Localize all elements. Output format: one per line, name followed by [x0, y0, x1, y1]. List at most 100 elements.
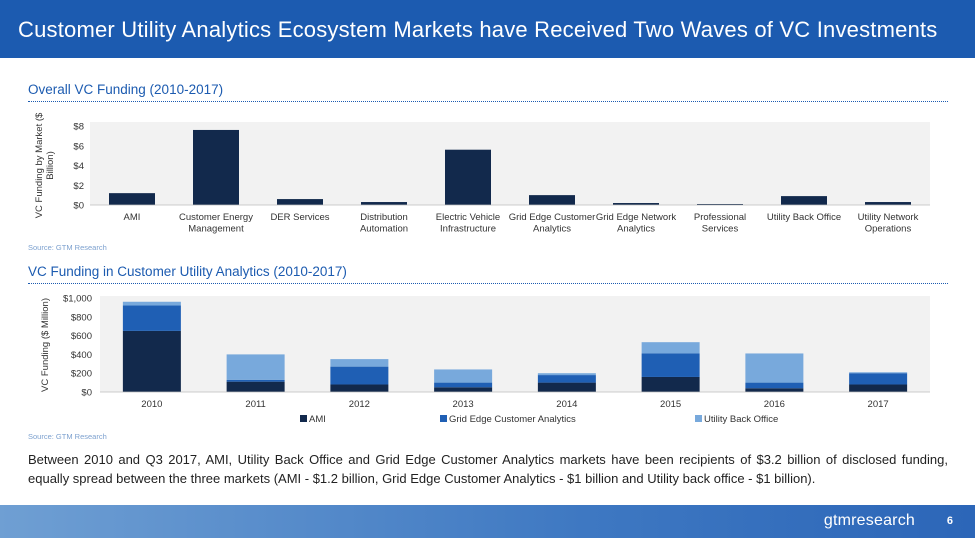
chart1-bar — [865, 202, 911, 205]
chart1-xtick-label-line: Grid Edge Network — [596, 212, 677, 223]
summary-text: Between 2010 and Q3 2017, AMI, Utility B… — [28, 452, 948, 486]
chart1-xtick-label: Grid Edge Network Analytics — [596, 212, 677, 235]
chart1-xtick-label: Customer Energy Management — [179, 212, 253, 235]
chart2-bar-segment — [745, 382, 804, 389]
chart2-bar-segment — [434, 382, 493, 388]
chart1-bar — [361, 202, 407, 205]
chart2-legend-swatch — [300, 415, 307, 422]
chart2-bar-segment — [434, 387, 493, 392]
chart2-bar-segment — [537, 373, 596, 376]
chart1-xtick-label: DER Services — [270, 212, 329, 223]
chart1-xtick-label-line: Analytics — [617, 224, 655, 235]
chart2-bar-segment — [849, 373, 908, 385]
chart2-xtick-label: 2012 — [349, 399, 370, 410]
chart2-plot-area — [100, 296, 930, 392]
chart1-xtick-label-line: Operations — [865, 224, 912, 235]
chart2-bar-segment — [641, 342, 700, 354]
chart2-ytick-label: $0 — [81, 388, 92, 399]
chart1-xtick-label-line: Services — [702, 224, 739, 235]
chart1-xtick-label: Electric Vehicle Infrastructure — [436, 212, 500, 235]
chart1-bar — [529, 195, 575, 205]
chart1-xtick-label-line: DER Services — [270, 212, 329, 223]
chart2-bar-segment — [537, 375, 596, 383]
chart2-bar-segment — [226, 354, 285, 380]
chart2-legend-swatch — [440, 415, 447, 422]
chart2-ylabel: VC Funding ($ Million) — [40, 298, 51, 392]
chart1-xtick-label: Distribution Automation — [360, 212, 408, 235]
brand-logo: gtmresearch — [823, 512, 915, 529]
chart1-ytick-label: $8 — [73, 122, 84, 133]
chart2-bar-segment — [537, 382, 596, 392]
chart2-bar-segment — [849, 372, 908, 374]
chart1-bar — [781, 196, 827, 205]
chart2-bar-segment — [226, 381, 285, 392]
chart2-xtick-label: 2010 — [141, 399, 162, 410]
chart1-bar — [277, 199, 323, 205]
chart1-divider — [28, 101, 948, 102]
chart2-bar-segment — [745, 353, 804, 383]
chart2-source: Source: GTM Research — [28, 432, 107, 441]
chart2-legend-swatch — [695, 415, 702, 422]
chart2-xtick-label: 2013 — [453, 399, 474, 410]
slide-title: Customer Utility Analytics Ecosystem Mar… — [18, 17, 938, 42]
chart2-bar-segment — [641, 376, 700, 392]
chart1-ytick-label: $2 — [73, 181, 84, 192]
page-number: 6 — [946, 515, 953, 527]
chart1-source: Source: GTM Research — [28, 243, 107, 252]
chart2-legend-label: Grid Edge Customer Analytics — [449, 414, 576, 425]
customer-utility-analytics-chart: $0 $200 $400 $600 $800 $1,000 VC Funding ($ Mi… — [40, 294, 930, 425]
chart1-xtick-label-line: Automation — [360, 224, 408, 235]
chart1-xtick-label-line: Professional — [694, 212, 746, 223]
chart2-xtick-label: 2011 — [245, 399, 265, 410]
chart2-legend-label: Utility Back Office — [704, 414, 778, 425]
chart1-xtick-label: Utility Network Operations — [858, 212, 919, 235]
chart1-xtick-label: Professional Services — [694, 212, 746, 235]
chart2-bar-segment — [122, 301, 181, 306]
chart1-xtick-label-line: Customer Energy — [179, 212, 253, 223]
chart1-xtick-label-line: AMI — [124, 212, 141, 223]
chart2-xtick-label: 2016 — [764, 399, 785, 410]
chart2-bar-segment — [122, 305, 181, 331]
chart1-xtick-label-line: Infrastructure — [440, 224, 496, 235]
chart2-legend-label: AMI — [309, 414, 326, 425]
chart1-bar — [445, 149, 491, 205]
chart1-ytick-label: $0 — [73, 201, 84, 212]
chart2-bar-segment — [641, 353, 700, 377]
chart1-bar — [193, 129, 239, 205]
chart2-ytick-label: $600 — [71, 331, 92, 342]
chart1-bar — [697, 204, 743, 205]
chart1-xtick-label-line: Grid Edge Customer — [509, 212, 596, 223]
chart1-bar — [613, 203, 659, 205]
chart2-bar-segment — [849, 384, 908, 392]
chart1-ylabel-line: Billion) — [45, 151, 56, 180]
chart1-xtick-label-line: Electric Vehicle — [436, 212, 500, 223]
chart2-bar-segment — [330, 384, 389, 392]
chart1-xtick-label-line: Analytics — [533, 224, 571, 235]
chart2-bar-segment — [434, 369, 493, 383]
chart1-ylabel: VC Funding by Market ($Billion) — [34, 112, 56, 218]
chart1-xtick-label: Utility Back Office — [767, 212, 841, 223]
chart1-ytick-label: $6 — [73, 141, 84, 152]
chart1-bar — [109, 193, 155, 205]
chart1-ylabel-line: VC Funding by Market ($ — [34, 112, 45, 218]
chart1-xtick-label: AMI — [124, 212, 141, 223]
chart2-bar-segment — [122, 330, 181, 392]
footer-bar: gtmresearch 6 — [0, 505, 975, 538]
chart1-xtick-label-line: Management — [188, 224, 244, 235]
chart2-bar-segment — [330, 366, 389, 385]
chart2-bar-segment — [745, 388, 804, 392]
chart1-xtick-label-line: Distribution — [360, 212, 408, 223]
chart2-ytick-label: $400 — [71, 350, 92, 361]
chart2-ytick-label: $1,000 — [63, 294, 92, 305]
chart1-section-title: Overall VC Funding (2010-2017) — [28, 82, 224, 97]
chart2-xtick-label: 2015 — [660, 399, 681, 410]
chart2-xtick-label: 2014 — [556, 399, 577, 410]
chart2-ytick-label: $800 — [71, 312, 92, 323]
chart2-xtick-label: 2017 — [868, 399, 889, 410]
chart1-xtick-label-line: Utility Back Office — [767, 212, 841, 223]
chart2-bar-segment — [226, 379, 285, 382]
chart2-ytick-label: $200 — [71, 369, 92, 380]
chart1-ytick-label: $4 — [73, 161, 84, 172]
chart2-section-title: VC Funding in Customer Utility Analytics… — [28, 264, 347, 279]
chart2-bar-segment — [330, 359, 389, 367]
